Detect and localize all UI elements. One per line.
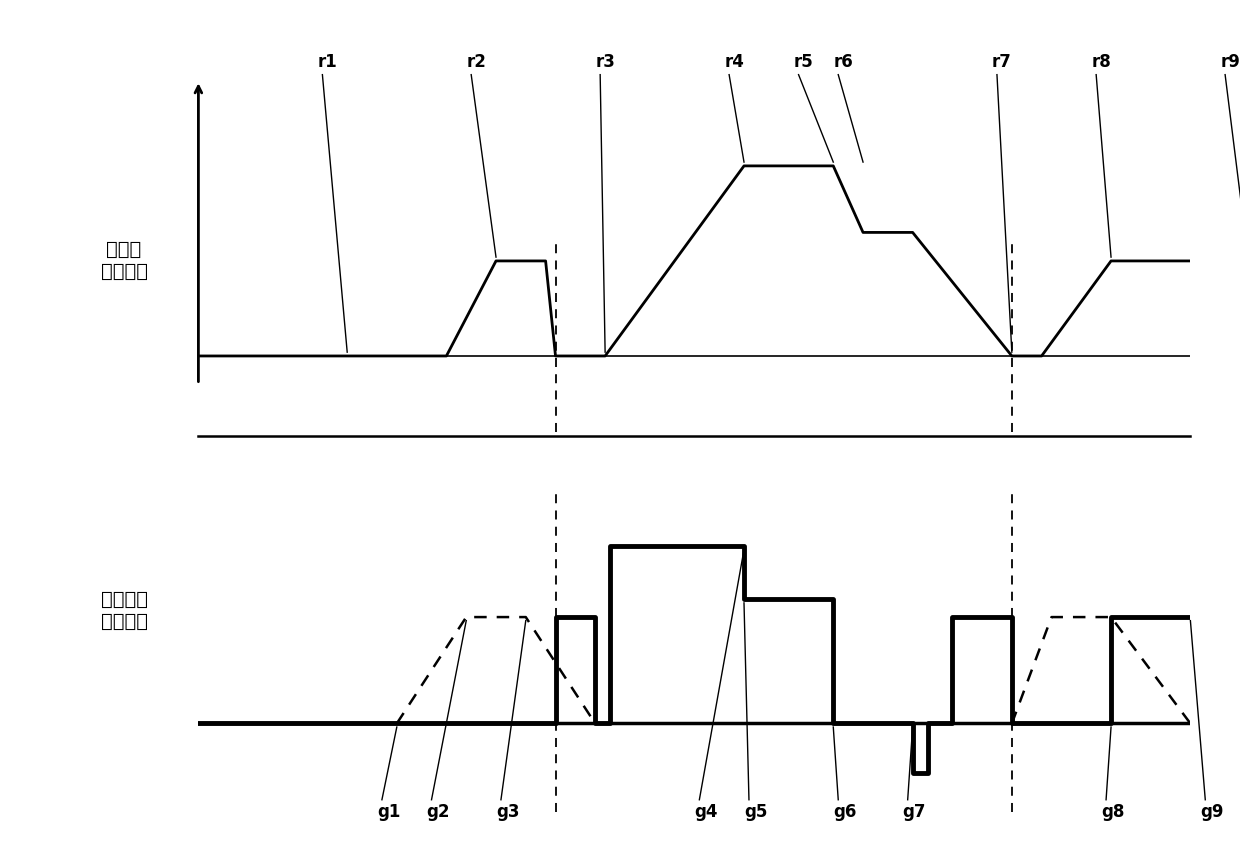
Text: r8: r8 [1091,53,1111,71]
Text: g5: g5 [744,804,768,822]
Text: r3: r3 [595,53,615,71]
Text: 胶枪电机
运行速度: 胶枪电机 运行速度 [100,589,148,631]
Text: r1: r1 [317,53,337,71]
Text: g3: g3 [496,804,520,822]
Text: g7: g7 [903,804,926,822]
Text: g9: g9 [1200,804,1224,822]
Text: g8: g8 [1101,804,1125,822]
Text: r5: r5 [794,53,813,71]
Text: r6: r6 [833,53,853,71]
Text: r2: r2 [466,53,486,71]
Text: g4: g4 [694,804,718,822]
Text: 机器人
运行速度: 机器人 运行速度 [100,240,148,282]
Text: g6: g6 [833,804,857,822]
Text: r9: r9 [1220,53,1240,71]
Text: r4: r4 [724,53,744,71]
Text: g1: g1 [377,804,401,822]
Text: r7: r7 [992,53,1012,71]
Text: g2: g2 [427,804,450,822]
